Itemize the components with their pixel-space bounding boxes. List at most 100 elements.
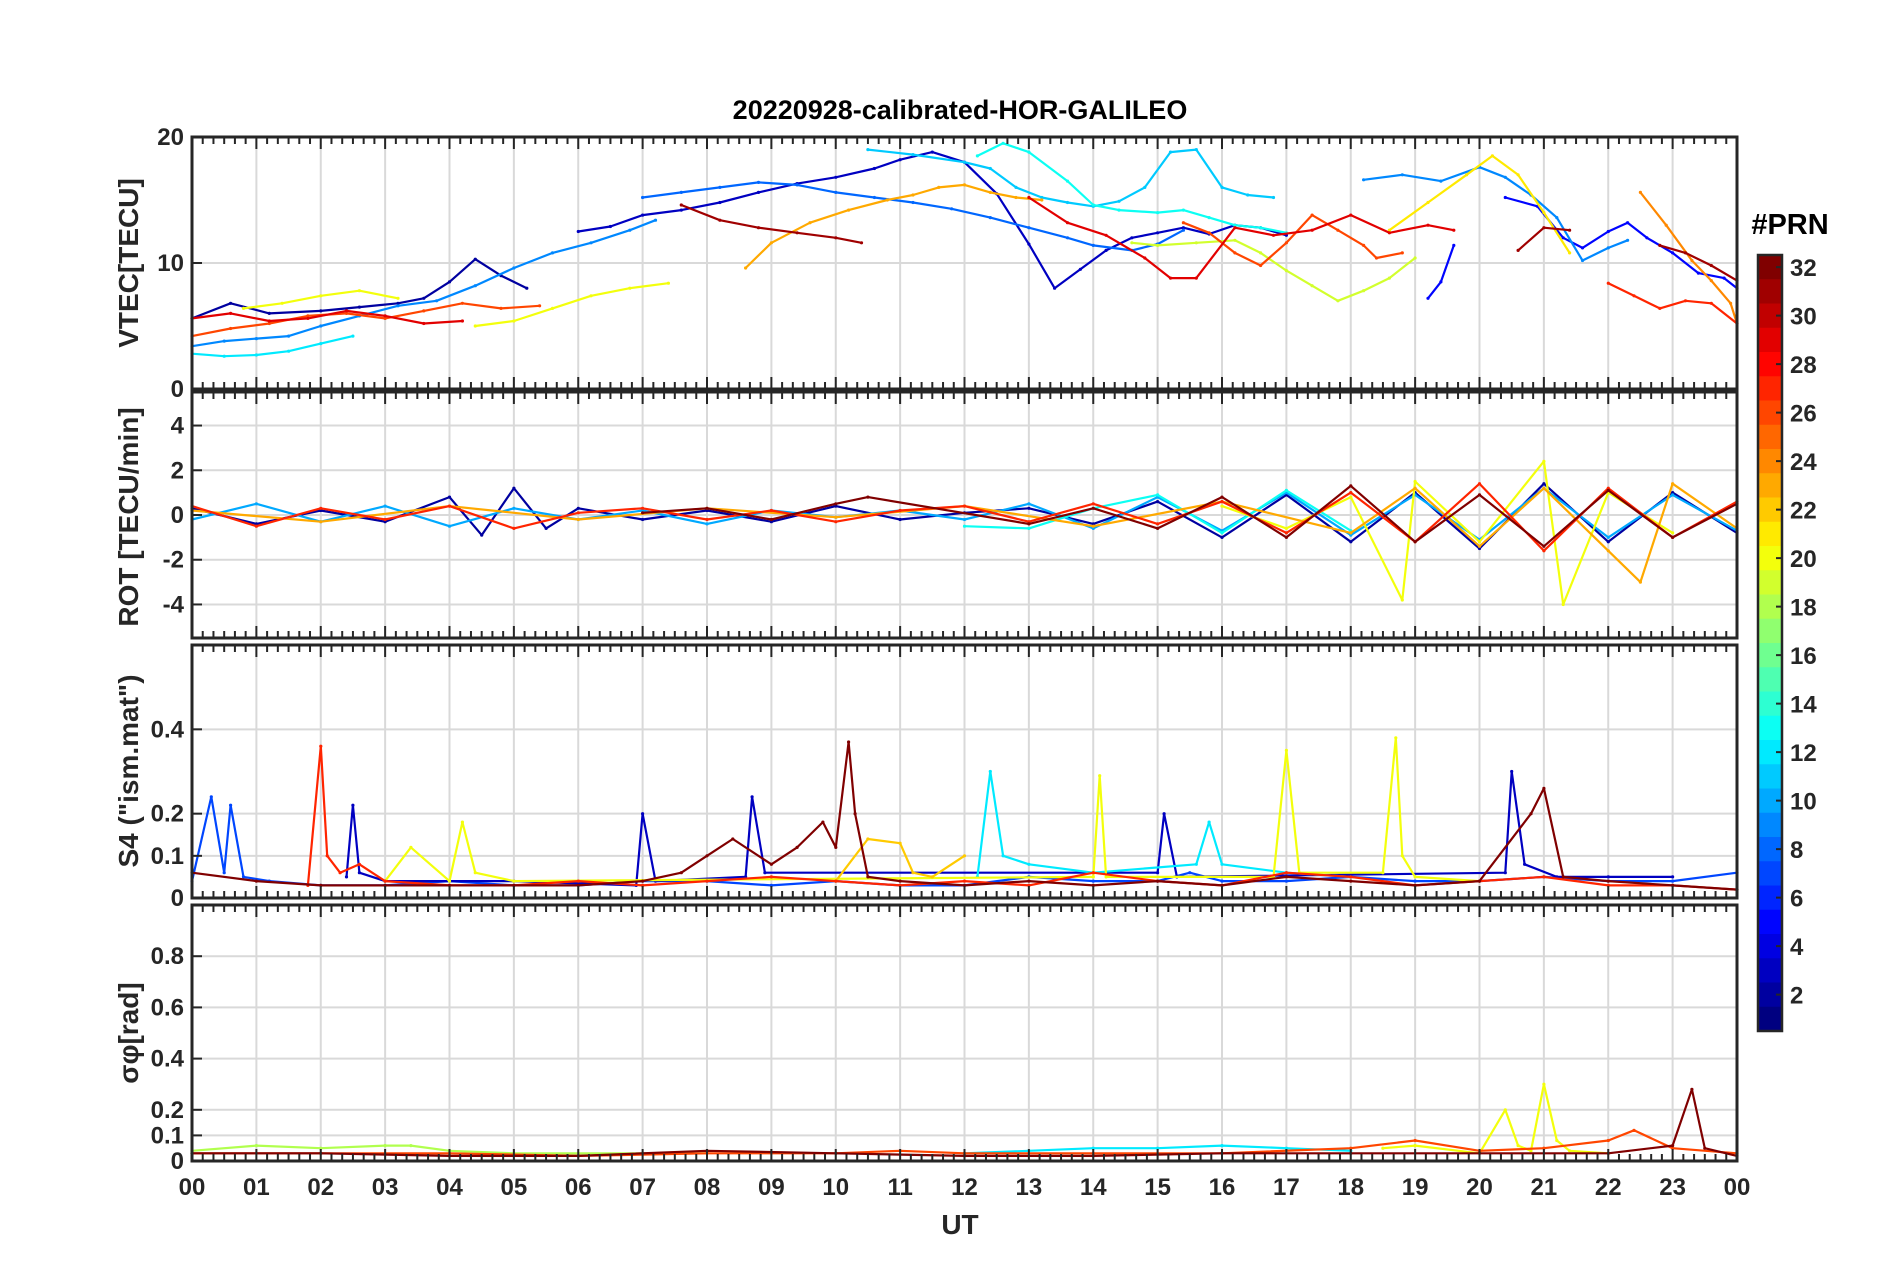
data-point <box>1156 500 1160 504</box>
data-point <box>1220 535 1224 540</box>
data-point <box>1349 484 1353 488</box>
y-axis-label: σφ[rad] <box>113 982 144 1083</box>
colorbar-segment <box>1758 376 1782 402</box>
series-prn-9 <box>191 219 656 348</box>
data-point <box>1284 748 1288 753</box>
data-point <box>756 180 761 184</box>
data-point <box>1542 544 1546 548</box>
data-point <box>396 304 400 308</box>
data-point <box>962 183 967 187</box>
data-point <box>1104 233 1108 237</box>
data-point <box>1349 540 1353 544</box>
data-point <box>769 508 774 513</box>
data-point <box>576 229 580 234</box>
data-point <box>1465 173 1469 177</box>
series-prn-29 <box>191 309 463 325</box>
data-point <box>1709 301 1713 305</box>
series-prn-20 <box>475 282 669 328</box>
y-tick-label: 0.1 <box>151 1122 184 1149</box>
data-point <box>1220 879 1224 883</box>
series-prn-27 <box>1607 282 1738 325</box>
data-point <box>1580 258 1585 263</box>
x-tick-label: 12 <box>951 1174 978 1201</box>
x-tick-label: 02 <box>307 1174 334 1201</box>
x-tick-label: 18 <box>1337 1174 1364 1201</box>
x-tick-label: 21 <box>1531 1174 1558 1201</box>
chart-title: 20220928-calibrated-HOR-GALILEO <box>733 95 1188 125</box>
data-point <box>769 862 774 866</box>
colorbar-segment <box>1758 424 1782 450</box>
colorbar-tick-label: 6 <box>1790 886 1803 913</box>
data-point <box>808 221 812 225</box>
data-point <box>229 301 233 305</box>
x-tick-label: 10 <box>822 1174 849 1201</box>
data-point <box>222 339 226 343</box>
data-point <box>1561 602 1565 607</box>
data-point <box>1349 533 1353 537</box>
data-point <box>898 879 902 883</box>
data-point <box>750 795 754 799</box>
data-point <box>1284 535 1288 540</box>
y-axis-label: S4 ("ism.mat") <box>113 674 144 867</box>
series-prn-32 <box>191 740 1738 891</box>
data-point <box>1091 871 1095 875</box>
data-point <box>911 193 915 197</box>
series-prn-12 <box>976 770 1351 878</box>
data-point <box>1477 544 1482 548</box>
data-point <box>1284 488 1288 492</box>
data-point <box>1156 493 1160 497</box>
data-point <box>1400 854 1404 858</box>
data-point <box>679 208 683 212</box>
data-point <box>1168 276 1173 280</box>
data-point <box>1542 226 1546 230</box>
data-point <box>1284 269 1288 273</box>
data-point <box>383 504 387 508</box>
data-point <box>1658 306 1662 310</box>
y-tick-label: 0.1 <box>151 843 184 870</box>
series-prn-3 <box>345 770 1673 887</box>
data-point <box>357 862 361 866</box>
data-point <box>628 228 632 232</box>
data-point <box>1207 231 1211 235</box>
data-point <box>1452 243 1456 247</box>
data-point <box>1065 221 1070 225</box>
data-point <box>1078 267 1082 271</box>
data-point <box>1477 482 1482 486</box>
data-point <box>1156 243 1160 247</box>
series-prn-26 <box>191 302 540 338</box>
data-point <box>1233 251 1237 255</box>
data-point <box>1381 871 1385 875</box>
data-point <box>769 875 774 879</box>
data-point <box>1439 280 1443 284</box>
data-point <box>1638 580 1642 584</box>
data-point <box>1413 1138 1417 1143</box>
data-point <box>1709 263 1713 268</box>
data-point <box>1555 216 1559 220</box>
data-point <box>576 506 580 510</box>
data-point <box>1729 301 1733 305</box>
data-point <box>872 166 877 171</box>
y-tick-label: 0.8 <box>151 943 184 970</box>
colorbar-segment <box>1758 521 1782 547</box>
data-point <box>641 508 645 513</box>
data-point <box>834 845 838 850</box>
data-point <box>512 319 516 323</box>
data-point <box>1387 231 1391 235</box>
x-tick-label: 17 <box>1273 1174 1300 1201</box>
axes-frame <box>190 903 1739 1163</box>
data-point <box>1503 175 1507 179</box>
data-point <box>1632 1128 1636 1132</box>
x-tick-label: 04 <box>436 1174 463 1201</box>
data-point <box>1671 493 1675 497</box>
data-point <box>705 508 709 513</box>
data-point <box>538 304 542 308</box>
data-point <box>1091 506 1095 510</box>
data-point <box>988 166 992 171</box>
data-point <box>1091 524 1095 528</box>
data-point <box>512 486 516 490</box>
data-point <box>499 306 503 310</box>
data-point <box>834 879 838 883</box>
series-prn-18 <box>191 1144 707 1155</box>
data-point <box>319 294 323 298</box>
